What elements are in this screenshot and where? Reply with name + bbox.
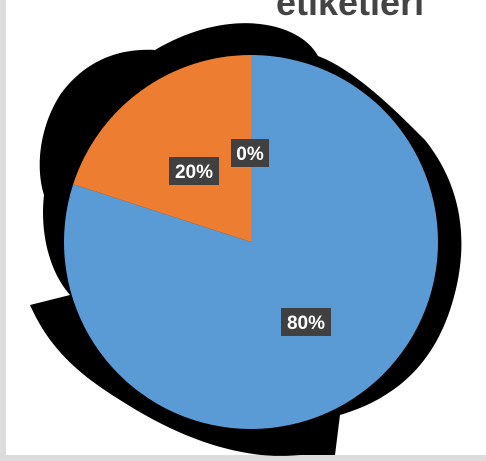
- data-label-text: 20%: [175, 162, 213, 183]
- data-label: 0%: [231, 139, 269, 167]
- data-label-background: [231, 139, 269, 167]
- frame-left-edge: [0, 0, 6, 461]
- pie-slice: [73, 55, 251, 242]
- data-label: 20%: [169, 157, 219, 185]
- frame-bottom-edge: [0, 455, 486, 461]
- data-label-text: 80%: [287, 313, 325, 334]
- data-label-background: [169, 157, 219, 185]
- data-label: 80%: [281, 308, 331, 336]
- chart-title: etiketleri: [276, 0, 425, 23]
- data-label-text: 0%: [236, 144, 264, 165]
- data-label-background: [281, 308, 331, 336]
